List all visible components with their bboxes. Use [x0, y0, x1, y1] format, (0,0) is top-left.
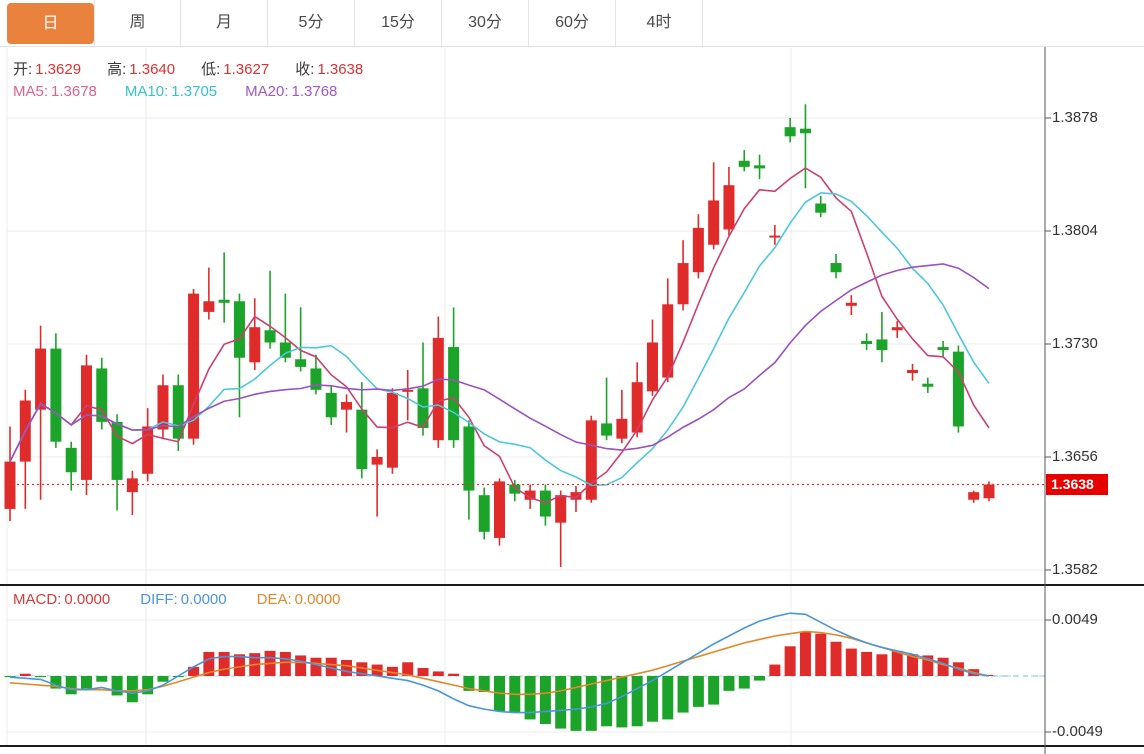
- ohlc-legend: 开: 1.3629 高: 1.3640 低: 1.3627 收: 1.3638: [13, 58, 363, 79]
- diff-value: DIFF: 0.0000: [140, 591, 227, 608]
- current-price-tag: 1.3638: [1046, 474, 1108, 495]
- tab-15min[interactable]: 15分: [355, 0, 442, 46]
- tab-5min[interactable]: 5分: [268, 0, 355, 46]
- ma10-legend: MA10: 1.3705: [124, 83, 218, 100]
- ma5-legend: MA5: 1.3678: [13, 83, 97, 100]
- macd-legend: MACD: 0.0000 DIFF: 0.0000 DEA: 0.0000: [13, 591, 341, 608]
- tab-month[interactable]: 月: [181, 0, 268, 46]
- close-quote: 收: 1.3638: [295, 61, 364, 78]
- price-axis-label: 1.3804: [1052, 222, 1098, 239]
- ma20-legend: MA20: 1.3768: [245, 83, 338, 100]
- price-axis-label: 1.3582: [1052, 561, 1098, 578]
- macd-value: MACD: 0.0000: [13, 591, 111, 608]
- ma-legend: MA5: 1.3678 MA10: 1.3705 MA20: 1.3768: [13, 83, 337, 100]
- high-quote: 高: 1.3640: [107, 61, 176, 78]
- tab-30min[interactable]: 30分: [442, 0, 529, 46]
- dea-value: DEA: 0.0000: [256, 591, 341, 608]
- tab-day[interactable]: 日: [7, 3, 94, 44]
- open-quote: 开: 1.3629: [13, 61, 82, 78]
- tab-60min[interactable]: 60分: [529, 0, 616, 46]
- macd-axis-label: -0.0049: [1052, 723, 1103, 740]
- macd-axis-label: 0.0049: [1052, 611, 1098, 628]
- low-quote: 低: 1.3627: [201, 61, 270, 78]
- timeframe-tabbar: 日 周 月 5分 15分 30分 60分 4时: [0, 0, 1144, 47]
- tab-4hour[interactable]: 4时: [616, 0, 703, 46]
- price-axis-label: 1.3656: [1052, 448, 1098, 465]
- tab-week[interactable]: 周: [94, 0, 181, 46]
- price-axis-label: 1.3730: [1052, 335, 1098, 352]
- price-axis-label: 1.3878: [1052, 109, 1098, 126]
